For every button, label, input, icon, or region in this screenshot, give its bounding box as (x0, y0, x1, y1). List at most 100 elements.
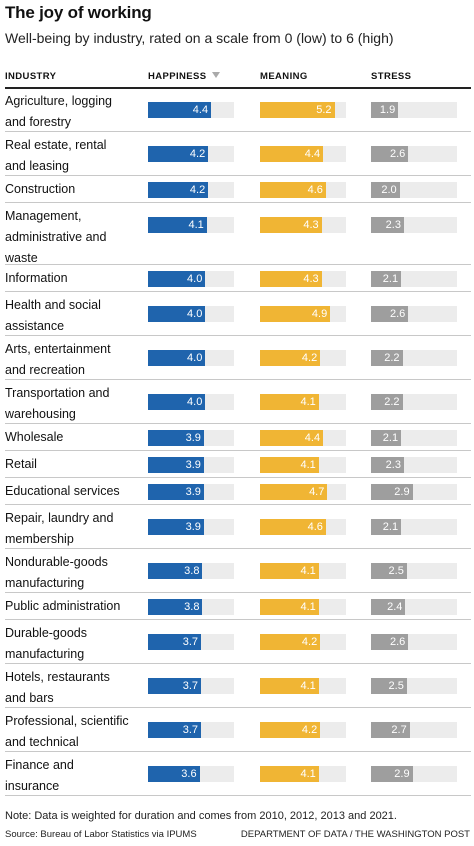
table-row: Agriculture, logging and forestry 4.4 5.2 1.… (0, 88, 474, 132)
table-row: Public administration 3.8 4.1 2.4 (0, 593, 474, 620)
stress-bar: 2.4 (371, 599, 406, 615)
row-divider (5, 663, 471, 664)
happiness-bar-track: 4.0 (148, 271, 234, 287)
industry-label-line: Educational services (5, 484, 120, 498)
stress-bar: 2.5 (371, 678, 407, 694)
meaning-value-label: 4.1 (300, 459, 316, 471)
meaning-bar-track: 4.6 (260, 519, 346, 535)
happiness-value-label: 3.9 (185, 486, 201, 498)
happiness-bar-track: 3.7 (148, 678, 234, 694)
happiness-bar-track: 3.9 (148, 430, 234, 446)
happiness-bar-track: 3.7 (148, 634, 234, 650)
happiness-bar: 3.9 (148, 430, 204, 446)
meaning-bar: 4.2 (260, 722, 321, 738)
happiness-value-label: 4.0 (187, 396, 203, 408)
stress-bar-track: 2.5 (371, 678, 457, 694)
meaning-bar-track: 4.4 (260, 146, 346, 162)
meaning-bar: 4.1 (260, 394, 319, 410)
stress-bar: 2.1 (371, 519, 402, 535)
industry-label: Educational services (5, 481, 120, 502)
table-row: Management, administrative and waste 4.1 4.3… (0, 203, 474, 265)
meaning-bar: 4.7 (260, 484, 328, 500)
stress-bar-track: 2.2 (371, 350, 457, 366)
industry-label-line: insurance (5, 779, 60, 793)
happiness-bar: 4.4 (148, 102, 212, 118)
industry-label: Transportation and warehousing (5, 383, 109, 425)
stress-value-label: 2.2 (384, 352, 400, 364)
stress-value-label: 2.6 (389, 308, 406, 320)
chart-title: The joy of working (5, 3, 152, 22)
table-row: Real estate, rental and leasing 4.2 4.4 2.6 (0, 132, 474, 176)
stress-value-label: 2.9 (394, 768, 410, 780)
meaning-bar: 4.6 (260, 182, 326, 198)
column-header-happiness[interactable]: HAPPINESS (148, 71, 220, 82)
stress-bar: 2.9 (371, 484, 413, 500)
row-divider (5, 423, 471, 424)
happiness-bar: 4.0 (148, 271, 206, 287)
happiness-bar: 4.0 (148, 306, 206, 322)
happiness-bar: 4.0 (148, 350, 206, 366)
happiness-value-label: 3.8 (184, 565, 200, 577)
happiness-value-label: 4.2 (189, 148, 206, 160)
stress-value-label: 2.5 (388, 680, 404, 692)
table-row: Durable-goods manufacturing 3.7 4.2 2.6 (0, 620, 474, 664)
industry-label-line: Hotels, restaurants (5, 670, 110, 684)
industry-label-line: membership (5, 532, 74, 546)
meaning-bar: 4.9 (260, 306, 331, 322)
industry-label-line: Public administration (5, 599, 121, 613)
stress-bar-track: 2.0 (371, 182, 457, 198)
industry-label-line: and leasing (5, 159, 69, 173)
stress-bar-track: 2.5 (371, 563, 457, 579)
industry-label-line: and recreation (5, 363, 85, 377)
stress-value-label: 2.3 (385, 459, 401, 471)
meaning-bar-track: 4.4 (260, 430, 346, 446)
happiness-bar-track: 3.6 (148, 766, 234, 782)
meaning-value-label: 4.4 (304, 432, 321, 444)
meaning-value-label: 4.2 (301, 636, 318, 648)
table-row: Nondurable-goods manufacturing 3.8 4.1 2.5 (0, 549, 474, 593)
industry-label: Professional, scientific and technical (5, 711, 129, 753)
industry-label-line: assistance (5, 319, 65, 333)
industry-label: Management, administrative and waste (5, 206, 106, 269)
meaning-bar: 4.2 (260, 350, 321, 366)
stress-value-label: 2.3 (385, 219, 401, 231)
happiness-bar: 3.7 (148, 634, 202, 650)
happiness-bar: 3.8 (148, 599, 203, 615)
industry-label-line: manufacturing (5, 576, 85, 590)
meaning-bar: 4.6 (260, 519, 326, 535)
stress-bar: 2.6 (371, 634, 409, 650)
meaning-value-label: 4.1 (300, 601, 316, 613)
row-divider (5, 504, 471, 505)
row-divider (5, 175, 471, 176)
industry-label: Real estate, rental and leasing (5, 135, 106, 177)
industry-label-line: warehousing (5, 407, 76, 421)
industry-label-line: Arts, entertainment (5, 342, 111, 356)
meaning-bar-track: 4.3 (260, 217, 346, 233)
happiness-bar-track: 4.4 (148, 102, 234, 118)
industry-label-line: manufacturing (5, 647, 85, 661)
row-divider (5, 795, 471, 796)
meaning-bar-track: 4.2 (260, 350, 346, 366)
industry-label-line: Nondurable-goods (5, 555, 108, 569)
meaning-bar: 4.3 (260, 217, 322, 233)
meaning-bar-track: 4.6 (260, 182, 346, 198)
happiness-value-label: 3.9 (185, 432, 201, 444)
happiness-value-label: 3.6 (181, 768, 197, 780)
column-header-meaning[interactable]: MEANING (260, 71, 308, 82)
happiness-bar: 3.9 (148, 484, 204, 500)
meaning-value-label: 4.2 (301, 352, 318, 364)
industry-label-line: Information (5, 271, 68, 285)
happiness-bar-track: 3.8 (148, 599, 234, 615)
table-row: Finance and insurance 3.6 4.1 2.9 (0, 752, 474, 796)
meaning-value-label: 4.6 (307, 184, 323, 196)
stress-value-label: 2.6 (389, 148, 406, 160)
row-divider (5, 131, 471, 132)
stress-bar-track: 2.6 (371, 634, 457, 650)
happiness-value-label: 4.1 (188, 219, 204, 231)
meaning-bar: 4.1 (260, 563, 319, 579)
column-header-stress[interactable]: STRESS (371, 71, 412, 82)
happiness-bar: 3.7 (148, 722, 202, 738)
meaning-bar-track: 4.9 (260, 306, 346, 322)
stress-bar-track: 2.9 (371, 484, 457, 500)
stress-bar-track: 2.7 (371, 722, 457, 738)
